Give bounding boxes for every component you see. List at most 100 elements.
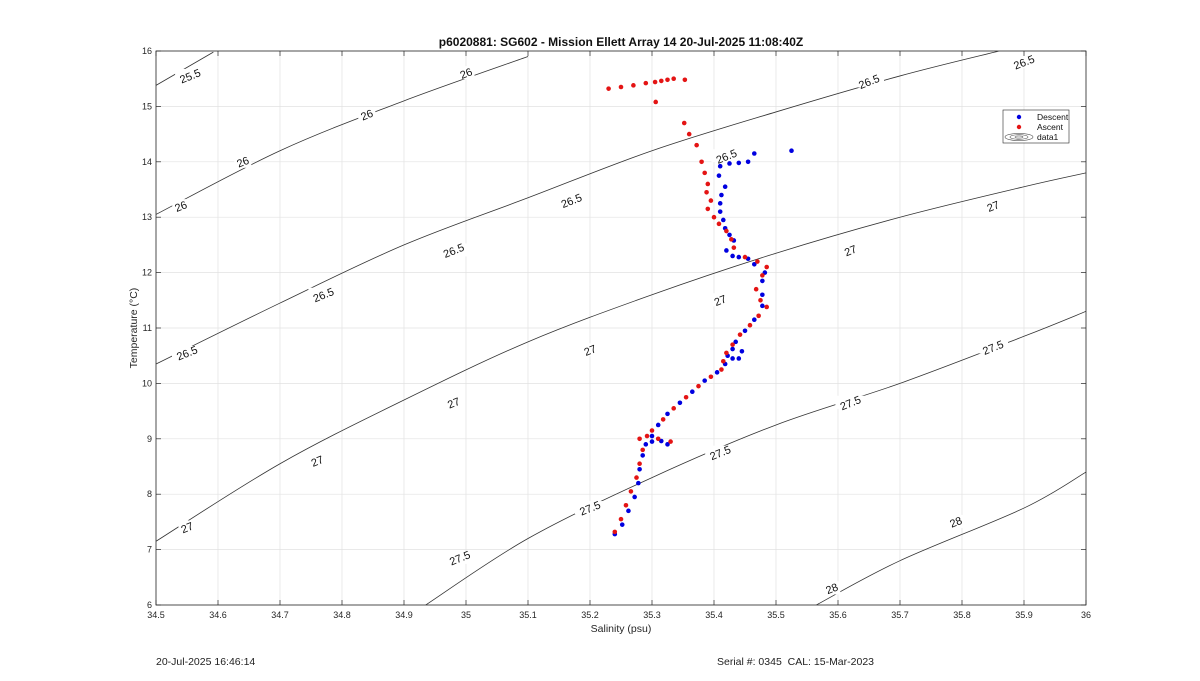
contour-label: 28: [948, 515, 964, 531]
x-tick-label: 34.6: [209, 610, 227, 620]
ascent-point: [681, 120, 687, 126]
descent-point: [619, 522, 625, 527]
footer-timestamp: 20-Jul-2025 16:46:14: [156, 656, 256, 668]
x-tick-label: 36: [1081, 610, 1091, 620]
contour-label-background: [835, 395, 866, 409]
contour-label-background: [575, 501, 605, 515]
contour-label-background: [358, 107, 376, 121]
contour-label-background: [823, 581, 841, 595]
y-tick-label: 9: [147, 434, 152, 444]
y-tick-label: 11: [143, 323, 152, 333]
descent-point: [745, 159, 751, 165]
contour-label-background: [444, 550, 475, 564]
ascent-point: [702, 170, 707, 176]
ascent-point: [730, 342, 735, 347]
descent-point: [730, 346, 735, 352]
ascent-point: [659, 78, 664, 84]
legend-ascent-label: Ascent: [1037, 122, 1064, 132]
ascent-point: [665, 77, 670, 83]
ascent-point: [758, 298, 763, 303]
grid-lines: [155, 50, 1087, 606]
legend-contour-icon: [1004, 133, 1034, 141]
ascent-point: [724, 350, 729, 356]
contour-label-background: [556, 193, 587, 207]
contour-label-background: [854, 74, 884, 88]
contour-label-background: [172, 345, 202, 359]
contour-label-background: [234, 154, 252, 168]
descent-point: [752, 151, 757, 156]
contour-label: 26: [359, 108, 375, 124]
density-contour-line: [156, 51, 214, 86]
ascent-point: [694, 142, 699, 148]
ascent-point: [637, 436, 642, 442]
descent-point: [719, 192, 724, 198]
ascent-point: [708, 198, 714, 203]
x-tick-label: 35.1: [519, 610, 537, 620]
x-tick-label: 35.7: [891, 610, 909, 620]
descent-point: [789, 148, 794, 154]
descent-point: [677, 400, 683, 406]
ascent-point: [655, 436, 661, 442]
ascent-point: [764, 264, 769, 270]
x-tick-label: 34.5: [147, 610, 165, 620]
y-tick-label: 10: [142, 378, 152, 388]
x-tick-label: 35.9: [1015, 610, 1033, 620]
x-tick-label: 35.4: [705, 610, 723, 620]
descent-point: [752, 317, 757, 322]
ascent-point: [643, 80, 649, 86]
descent-point: [714, 370, 720, 375]
descent-point: [640, 453, 645, 458]
descent-point: [739, 348, 745, 354]
contour-label-background: [1009, 55, 1039, 69]
ascent-point: [671, 76, 676, 81]
legend-box: [1002, 109, 1070, 144]
x-axis-ticks: 34.5 34.6 34.7 34.8 34.9 35 35.1 35.2 35.3 35.4 35…: [147, 51, 1091, 620]
ascent-point: [742, 254, 748, 260]
density-contour-line: [816, 471, 1086, 605]
contour-label: 27: [582, 343, 598, 359]
descent-point: [742, 328, 748, 334]
ascent-point: [711, 214, 717, 220]
ascent-point: [731, 245, 737, 250]
legend[interactable]: Descent Ascent data1: [1002, 109, 1070, 144]
contour-label: 26: [173, 199, 189, 215]
x-axis-title: Salinity (psu): [591, 623, 652, 635]
legend-descent-marker: [1016, 114, 1022, 120]
legend-ascent-marker: [1016, 124, 1022, 130]
descent-point: [649, 433, 655, 439]
ascent-point: [716, 221, 722, 227]
contour-label-background: [175, 68, 206, 82]
descent-point: [730, 253, 735, 259]
ascent-point: [668, 439, 673, 444]
ascent-point: [640, 447, 645, 453]
contour-label: 27: [985, 199, 1001, 215]
density-contour-line: [156, 172, 1086, 542]
legend-data1-label: data1: [1037, 132, 1059, 142]
ascent-point: [612, 529, 618, 535]
contour-label-background: [172, 199, 190, 213]
descent-point: [724, 248, 729, 253]
x-tick-label: 35.3: [643, 610, 661, 620]
contour-label-background: [308, 287, 339, 301]
descent-point: [626, 508, 631, 514]
contour-label-background: [947, 514, 965, 528]
data-points: [606, 76, 794, 537]
y-tick-label: 15: [142, 101, 152, 111]
ascent-point: [729, 237, 734, 242]
ascent-point: [628, 489, 634, 494]
contour-label-background: [581, 343, 599, 357]
ascent-point: [696, 383, 701, 389]
ascent-point: [760, 273, 765, 278]
descent-point: [632, 494, 637, 500]
descent-point: [649, 439, 655, 444]
ascent-point: [634, 475, 639, 480]
ascent-point: [618, 84, 624, 90]
descent-point: [717, 209, 723, 214]
ascent-point: [756, 313, 761, 319]
contour-label-background: [308, 453, 326, 467]
ascent-point: [704, 189, 709, 195]
descent-point: [736, 254, 742, 260]
contour-label: 27: [446, 396, 462, 412]
descent-point: [730, 356, 735, 361]
